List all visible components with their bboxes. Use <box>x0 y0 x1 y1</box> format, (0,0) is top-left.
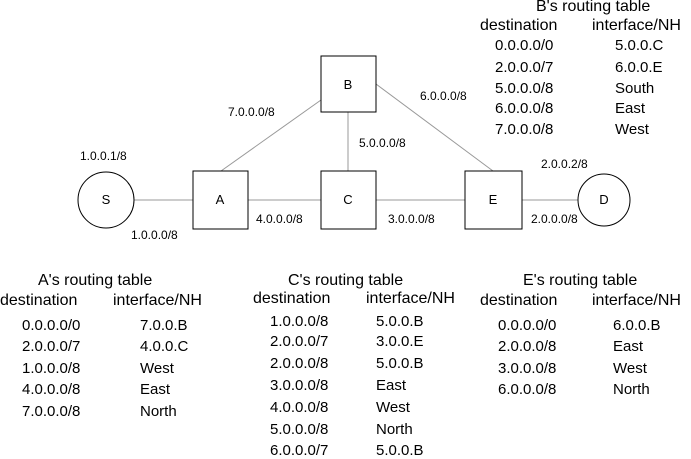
routing-table-title: A's routing table <box>38 272 153 289</box>
route-destination: 2.0.0.0/8 <box>498 338 557 355</box>
route-destination: 3.0.0.0/8 <box>270 377 329 394</box>
route-interface: 6.0.0.E <box>615 59 663 76</box>
route-destination: 2.0.0.0/7 <box>22 338 81 355</box>
host-d <box>577 173 631 227</box>
route-destination: 6.0.0.0/8 <box>498 381 557 398</box>
route-interface: North <box>376 421 413 438</box>
link-label-a-b: 7.0.0.0/8 <box>228 105 275 119</box>
router-b <box>320 55 377 113</box>
route-interface: West <box>376 399 410 416</box>
route-destination: 5.0.0.0/8 <box>270 421 329 438</box>
route-interface: East <box>140 381 171 398</box>
column-header-interface: interface/NH <box>366 290 455 307</box>
route-destination: 2.0.0.0/7 <box>495 59 554 76</box>
route-interface: 5.0.0.B <box>376 313 424 330</box>
route-destination: 2.0.0.0/8 <box>270 355 329 372</box>
route-interface: 7.0.0.B <box>140 317 188 334</box>
route-interface: 5.0.0.C <box>615 37 664 54</box>
routing-table-title: B's routing table <box>536 0 651 15</box>
router-e <box>464 170 523 230</box>
node-label-e: E <box>489 192 498 207</box>
node-label-a: A <box>216 192 225 207</box>
route-interface: South <box>615 80 655 97</box>
route-interface: East <box>376 377 407 394</box>
route-interface: 4.0.0.C <box>140 338 189 355</box>
route-interface: West <box>615 121 649 138</box>
route-destination: 6.0.0.0/8 <box>495 100 554 117</box>
route-interface: West <box>613 360 647 377</box>
route-interface: East <box>615 100 646 117</box>
host-s <box>77 171 135 229</box>
route-destination: 0.0.0.0/0 <box>495 37 554 54</box>
route-destination: 5.0.0.0/8 <box>495 80 554 97</box>
link-label-s-a: 1.0.0.0/8 <box>131 228 178 242</box>
route-destination: 7.0.0.0/8 <box>495 121 554 138</box>
route-interface: North <box>140 403 177 420</box>
route-interface: East <box>613 338 644 355</box>
link-label-e-d: 2.0.0.0/8 <box>531 212 578 226</box>
column-header-destination: destination <box>253 290 331 307</box>
host-address-s: 1.0.0.1/8 <box>80 149 127 163</box>
link-label-b-e: 6.0.0.0/8 <box>420 89 467 103</box>
column-header-interface: interface/NH <box>592 17 681 34</box>
route-interface: 5.0.0.B <box>376 355 424 372</box>
link-a-b <box>220 99 322 172</box>
routing-table-title: E's routing table <box>523 272 638 289</box>
column-header-destination: destination <box>0 292 78 309</box>
routing-table-title: C's routing table <box>288 272 404 289</box>
route-destination: 4.0.0.0/8 <box>22 381 81 398</box>
router-c <box>320 170 377 230</box>
route-interface: 5.0.0.B <box>376 442 424 459</box>
node-label-d: D <box>599 192 608 207</box>
route-interface: North <box>613 381 650 398</box>
host-address-d: 2.0.0.2/8 <box>541 157 588 171</box>
column-header-destination: destination <box>480 17 558 34</box>
router-a <box>192 170 249 230</box>
route-destination: 0.0.0.0/0 <box>498 317 557 334</box>
column-header-interface: interface/NH <box>592 292 681 309</box>
route-interface: West <box>140 360 174 377</box>
route-destination: 4.0.0.0/8 <box>270 399 329 416</box>
route-destination: 7.0.0.0/8 <box>22 403 81 420</box>
route-destination: 3.0.0.0/8 <box>498 360 557 377</box>
route-destination: 0.0.0.0/0 <box>22 317 81 334</box>
link-label-b-c: 5.0.0.0/8 <box>359 136 406 150</box>
column-header-destination: destination <box>480 292 558 309</box>
link-label-c-e: 3.0.0.0/8 <box>388 212 435 226</box>
link-b-e <box>375 83 494 172</box>
route-destination: 2.0.0.0/7 <box>270 333 329 350</box>
column-header-interface: interface/NH <box>113 292 202 309</box>
node-label-s: S <box>102 192 111 207</box>
node-label-c: C <box>343 192 352 207</box>
link-label-a-c: 4.0.0.0/8 <box>256 212 303 226</box>
route-interface: 6.0.0.B <box>613 317 661 334</box>
node-label-b: B <box>344 77 353 92</box>
route-destination: 1.0.0.0/8 <box>22 360 81 377</box>
route-destination: 1.0.0.0/8 <box>270 313 329 330</box>
route-interface: 3.0.0.E <box>376 333 424 350</box>
route-destination: 6.0.0.0/7 <box>270 442 329 459</box>
